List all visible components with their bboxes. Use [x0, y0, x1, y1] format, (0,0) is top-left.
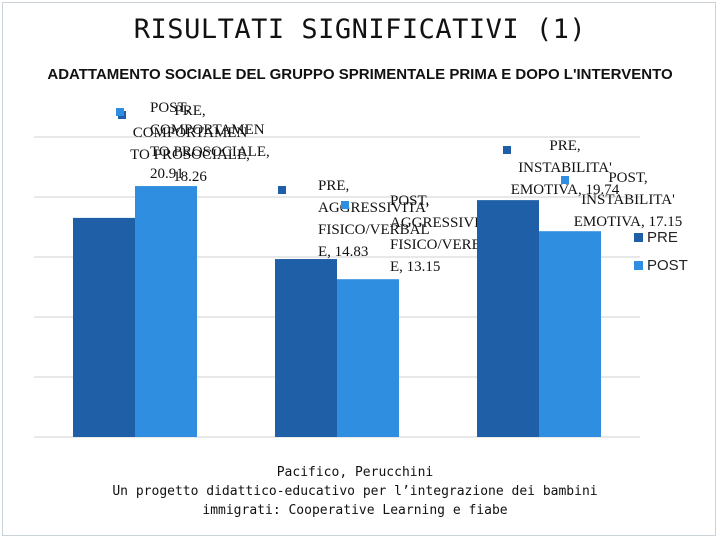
legend-label-post: POST [647, 257, 688, 274]
data-label-line: COMPORTAMEN [133, 125, 248, 141]
data-label-line: FISICO/VERBAL [390, 237, 502, 253]
data-label-pre-3: PRE, INSTABILITA' EMOTIVA, 19.74 [511, 138, 620, 198]
credits-authors: Pacifico, Perucchini [276, 465, 434, 480]
credits-line-1: Un progetto didattico-educativo per l’in… [112, 484, 598, 499]
bar-post-1 [135, 186, 197, 437]
data-label-line: PRE, [549, 138, 580, 154]
data-label-line: TO PROSOCIALE, [130, 147, 250, 163]
data-label-line: POST, [390, 193, 429, 209]
bar-pre-3 [477, 200, 539, 437]
slide-title: RISULTATI SIGNIFICATIVI (1) [133, 14, 587, 45]
data-label-line: AGGRESSIVITA' [390, 215, 501, 231]
data-label-line: INSTABILITA' [581, 192, 675, 208]
data-label-line: POST, [608, 170, 647, 186]
data-label-pre-1: PRE, COMPORTAMEN TO PROSOCIALE, 18.26 [130, 103, 250, 185]
credits: Pacifico, Perucchini Un progetto didatti… [0, 463, 710, 520]
bar-post-2 [337, 279, 399, 437]
bar-post-3 [539, 231, 601, 437]
data-label-line: E, 13.15 [390, 259, 440, 275]
data-label-marker [341, 201, 349, 209]
data-label-line: TO PROSOCIALE, [150, 144, 270, 160]
legend-label-pre: PRE [647, 229, 678, 246]
data-label-line: PRE, [174, 103, 205, 119]
data-label-line: POST, [150, 100, 189, 116]
data-label-line: FISICO/VERBAL [318, 222, 430, 238]
bar-pre-2 [275, 259, 337, 437]
data-label-post-1: POST, COMPORTAMEN TO PROSOCIALE, 20.91 [150, 100, 270, 182]
data-label-line: PRE, [318, 178, 349, 194]
data-label-line: 18.26 [173, 169, 207, 185]
data-label-marker [278, 186, 286, 194]
data-label-marker [503, 146, 511, 154]
data-label-line: INSTABILITA' [518, 160, 612, 176]
chart-title: ADATTAMENTO SOCIALE DEL GRUPPO SPRIMENTA… [47, 66, 673, 83]
data-label-line: EMOTIVA, 17.15 [574, 214, 682, 230]
credits-line-2: immigrati: Cooperative Learning e fiabe [202, 503, 508, 518]
data-label-line: 20.91 [150, 166, 184, 182]
data-label-post-2: POST, AGGRESSIVITA' FISICO/VERBAL E, 13.15 [390, 193, 502, 275]
data-label-marker [561, 176, 569, 184]
legend-swatch-post [634, 261, 643, 270]
data-label-post-3: POST, INSTABILITA' EMOTIVA, 17.15 [574, 170, 682, 230]
bar-pre-1 [73, 217, 135, 437]
data-label-marker [116, 108, 124, 116]
legend-swatch-pre [634, 233, 643, 242]
data-label-line: COMPORTAMEN [150, 122, 265, 138]
data-label-line: EMOTIVA, 19.74 [511, 182, 620, 198]
data-label-line: E, 14.83 [318, 244, 368, 260]
